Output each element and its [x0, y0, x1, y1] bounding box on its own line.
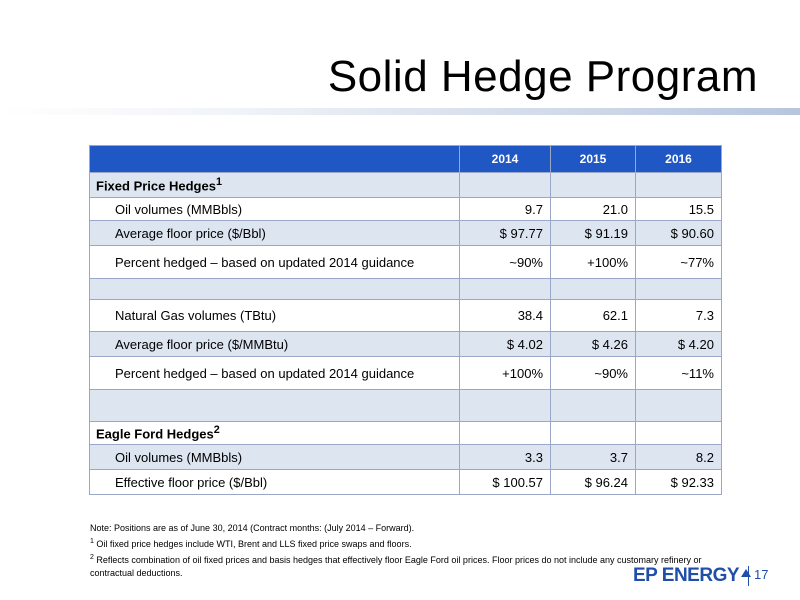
- section-label-eagle-ford: Eagle Ford Hedges2: [89, 421, 460, 445]
- row-label: Average floor price ($/Bbl): [89, 220, 460, 246]
- footnote-marker: 2: [90, 554, 94, 561]
- table-cell: $ 97.77: [459, 220, 551, 246]
- table-cell: $ 92.33: [635, 469, 722, 495]
- table-cell: $ 4.26: [550, 331, 636, 357]
- table-cell: $ 4.02: [459, 331, 551, 357]
- table-cell: [459, 172, 551, 198]
- row-label: Oil volumes (MMBbls): [89, 197, 460, 221]
- table-row: Natural Gas volumes (TBtu) 38.4 62.1 7.3: [89, 299, 722, 332]
- table-cell: 9.7: [459, 197, 551, 221]
- table-cell: [550, 421, 636, 445]
- table-cell: 7.3: [635, 299, 722, 332]
- row-label: Fixed Price Hedges: [96, 178, 216, 194]
- table-cell: $ 90.60: [635, 220, 722, 246]
- row-label: Eagle Ford Hedges: [96, 426, 214, 442]
- header-cell-label: [89, 145, 460, 173]
- row-label: [89, 389, 460, 422]
- table-row: Effective floor price ($/Bbl) $ 100.57 $…: [89, 469, 722, 495]
- row-label: Percent hedged – based on updated 2014 g…: [89, 245, 460, 279]
- footnotes: Note: Positions are as of June 30, 2014 …: [90, 522, 730, 580]
- table-cell: 3.7: [550, 444, 636, 470]
- table-cell: [550, 172, 636, 198]
- row-label: Average floor price ($/MMBtu): [89, 331, 460, 357]
- title-divider: [0, 108, 800, 115]
- footer-divider: [748, 566, 749, 586]
- table-cell: $ 100.57: [459, 469, 551, 495]
- table-row: Average floor price ($/MMBtu) $ 4.02 $ 4…: [89, 331, 722, 357]
- header-cell-2014: 2014: [459, 145, 551, 173]
- table-cell: ~11%: [635, 356, 722, 390]
- table-cell: 15.5: [635, 197, 722, 221]
- footnote-1: 1 Oil fixed price hedges include WTI, Br…: [90, 535, 730, 551]
- footnote-marker: 1: [90, 538, 94, 545]
- footnote-marker: 1: [215, 176, 222, 189]
- header-cell-2015: 2015: [550, 145, 636, 173]
- row-label: Oil volumes (MMBbls): [89, 444, 460, 470]
- table-cell: $ 91.19: [550, 220, 636, 246]
- table-cell: ~77%: [635, 245, 722, 279]
- table-cell: 38.4: [459, 299, 551, 332]
- flame-icon: [741, 569, 752, 577]
- ep-energy-logo: EP ENERGY: [633, 564, 752, 588]
- table-row-spacer: [89, 278, 722, 300]
- slide-title: Solid Hedge Program: [327, 52, 758, 101]
- positions-note: Note: Positions are as of June 30, 2014 …: [90, 523, 415, 533]
- footnote-2: 2 Reflects combination of oil fixed pric…: [90, 551, 730, 580]
- logo-wordmark: EP ENERGY: [633, 565, 740, 586]
- table-row: Oil volumes (MMBbls) 3.3 3.7 8.2: [89, 444, 722, 470]
- table-header-row: 2014 2015 2016: [89, 145, 722, 173]
- table-cell: [550, 278, 636, 300]
- table-row: Oil volumes (MMBbls) 9.7 21.0 15.5: [89, 197, 722, 221]
- row-label: Natural Gas volumes (TBtu): [89, 299, 460, 332]
- table-row: Percent hedged – based on updated 2014 g…: [89, 245, 722, 279]
- table-row-spacer: [89, 389, 722, 422]
- table-row: Average floor price ($/Bbl) $ 97.77 $ 91…: [89, 220, 722, 246]
- page-number: 17: [754, 567, 769, 582]
- section-label-fixed-price: Fixed Price Hedges1: [89, 172, 460, 198]
- footnote-marker: 2: [213, 424, 220, 437]
- footnote-text: Reflects combination of oil fixed prices…: [90, 555, 702, 578]
- table-row: Percent hedged – based on updated 2014 g…: [89, 356, 722, 390]
- row-label: Percent hedged – based on updated 2014 g…: [89, 356, 460, 390]
- table-cell: 3.3: [459, 444, 551, 470]
- hedge-table: 2014 2015 2016 Fixed Price Hedges1 Oil v…: [89, 145, 722, 495]
- table-cell: 62.1: [550, 299, 636, 332]
- table-cell: [459, 278, 551, 300]
- table-cell: 21.0: [550, 197, 636, 221]
- table-row-section-eagle-ford: Eagle Ford Hedges2: [89, 421, 722, 445]
- table-cell: [459, 389, 551, 422]
- footnote-text: Oil fixed price hedges include WTI, Bren…: [93, 539, 412, 549]
- table-cell: +100%: [459, 356, 551, 390]
- table-cell: [635, 421, 722, 445]
- table-cell: ~90%: [459, 245, 551, 279]
- table-cell: $ 96.24: [550, 469, 636, 495]
- table-cell: 8.2: [635, 444, 722, 470]
- table-cell: [635, 389, 722, 422]
- table-cell: [635, 172, 722, 198]
- row-label: [89, 278, 460, 300]
- table-cell: +100%: [550, 245, 636, 279]
- table-cell: [635, 278, 722, 300]
- table-cell: [550, 389, 636, 422]
- table-row-section-fixed-price: Fixed Price Hedges1: [89, 172, 722, 198]
- table-cell: ~90%: [550, 356, 636, 390]
- header-cell-2016: 2016: [635, 145, 722, 173]
- row-label: Effective floor price ($/Bbl): [89, 469, 460, 495]
- table-cell: [459, 421, 551, 445]
- table-cell: $ 4.20: [635, 331, 722, 357]
